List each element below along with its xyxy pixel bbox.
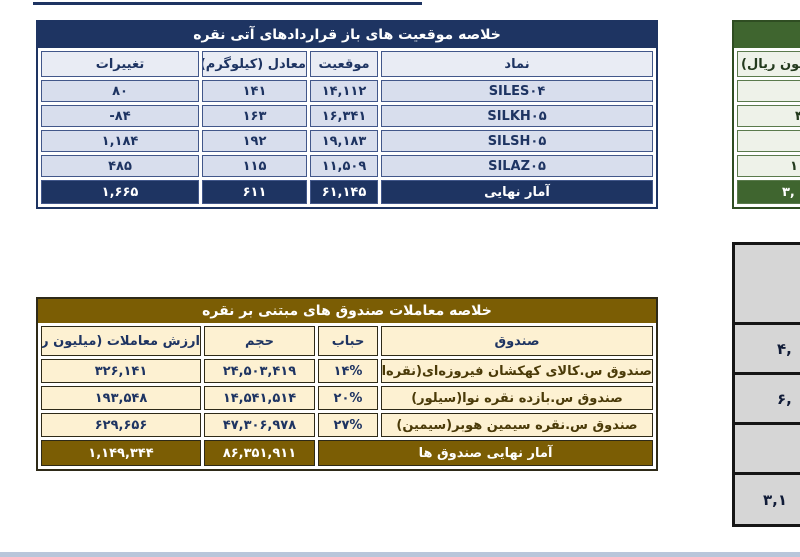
col-million-rial-fragment: میلیون ریال) bbox=[737, 51, 800, 77]
cell-value-fragment: ۴ bbox=[737, 105, 800, 127]
cell-change: ۱,۱۸۴ bbox=[41, 130, 199, 152]
col-volume: حجم bbox=[204, 326, 315, 356]
cell-equivalent: ۱۹۲ bbox=[202, 130, 307, 152]
cell-equivalent: ۱۶۳ bbox=[202, 105, 307, 127]
funds-table: خلاصه معاملات صندوق های مبتنی بر نقره صن… bbox=[36, 297, 658, 471]
cell-position: ۱۴,۱۱۲ bbox=[310, 80, 378, 102]
cell-symbol: SILSH۰۵ bbox=[381, 130, 653, 152]
table-row: SILES۰۴ ۱۴,۱۱۲ ۱۴۱ ۸۰ bbox=[41, 80, 653, 102]
table-row: صندوق س.بازده نقره نوا(سیلور) ۲۰% ۱۴,۵۴۱… bbox=[41, 386, 653, 410]
cell-value-fragment bbox=[737, 80, 800, 102]
cell-value-fragment bbox=[737, 130, 800, 152]
table-row bbox=[732, 422, 800, 475]
col-symbol: نماد bbox=[381, 51, 653, 77]
cell-value-fragment: ۱ bbox=[737, 155, 800, 177]
col-equivalent-kg: معادل (کیلوگرم) bbox=[202, 51, 307, 77]
cell-total-value: ۱,۱۴۹,۳۴۴ bbox=[41, 440, 201, 466]
cell-value-fragment: ۳,۱ bbox=[732, 472, 800, 527]
cell-value-fragment bbox=[732, 422, 800, 475]
col-fund: صندوق bbox=[381, 326, 653, 356]
bottom-edge-strip bbox=[0, 552, 800, 557]
cell-total-equivalent: ۶۱۱ bbox=[202, 180, 307, 204]
col-position: موقعیت bbox=[310, 51, 378, 77]
cell-value-fragment: ۶, bbox=[732, 372, 800, 425]
table-row: ۴ bbox=[737, 105, 800, 127]
funds-table-title: خلاصه معاملات صندوق های مبتنی بر نقره bbox=[38, 299, 656, 323]
cell-total-label: آمار نهایی bbox=[381, 180, 653, 204]
table-row: ۶, bbox=[732, 372, 800, 425]
cell-change: -۸۴ bbox=[41, 105, 199, 127]
table-row bbox=[732, 242, 800, 325]
cell-value: ۶۲۹,۶۵۶ bbox=[41, 413, 201, 437]
cell-equivalent: ۱۴۱ bbox=[202, 80, 307, 102]
cell-total-position: ۶۱,۱۴۵ bbox=[310, 180, 378, 204]
table-row: ۱ bbox=[737, 155, 800, 177]
cell-total-change: ۱,۶۶۵ bbox=[41, 180, 199, 204]
cell-fund-name: صندوق س.کالای کهکشان فیروزه‌ای(نقره‌ای) bbox=[381, 359, 653, 383]
col-bubble: حباب bbox=[318, 326, 378, 356]
table-row: SILAZ۰۵ ۱۱,۵۰۹ ۱۱۵ ۴۸۵ bbox=[41, 155, 653, 177]
cell-value-fragment bbox=[732, 242, 800, 325]
table-row bbox=[737, 130, 800, 152]
table-row: صندوق س.نقره سیمین هوبر(سیمین) ۲۷% ۴۷,۳۰… bbox=[41, 413, 653, 437]
cell-equivalent: ۱۱۵ bbox=[202, 155, 307, 177]
cell-symbol: SILAZ۰۵ bbox=[381, 155, 653, 177]
cell-position: ۱۱,۵۰۹ bbox=[310, 155, 378, 177]
cell-volume: ۲۴,۵۰۳,۴۱۹ bbox=[204, 359, 315, 383]
cell-bubble: ۲۷% bbox=[318, 413, 378, 437]
futures-table-grid: نماد موقعیت معادل (کیلوگرم) تغییرات SILE… bbox=[38, 48, 656, 207]
table-row: SILKH۰۵ ۱۶,۳۴۱ ۱۶۳ -۸۴ bbox=[41, 105, 653, 127]
cell-fund-name: صندوق س.نقره سیمین هوبر(سیمین) bbox=[381, 413, 653, 437]
cell-position: ۱۹,۱۸۳ bbox=[310, 130, 378, 152]
cell-change: ۸۰ bbox=[41, 80, 199, 102]
col-changes: تغییرات bbox=[41, 51, 199, 77]
cell-value: ۱۹۳,۵۴۸ bbox=[41, 386, 201, 410]
green-total-row: ۳, bbox=[737, 180, 800, 204]
table-row: ۳,۱ bbox=[732, 472, 800, 527]
table-row bbox=[737, 80, 800, 102]
cell-symbol: SILKH۰۵ bbox=[381, 105, 653, 127]
cell-fund-name: صندوق س.بازده نقره نوا(سیلور) bbox=[381, 386, 653, 410]
futures-total-row: آمار نهایی ۶۱,۱۴۵ ۶۱۱ ۱,۶۶۵ bbox=[41, 180, 653, 204]
green-table-title bbox=[734, 22, 800, 48]
cell-change: ۴۸۵ bbox=[41, 155, 199, 177]
futures-table: خلاصه موقعیت های باز قراردادهای آتی نقره… bbox=[36, 20, 658, 209]
funds-total-row: آمار نهایی صندوق ها ۸۶,۳۵۱,۹۱۱ ۱,۱۴۹,۳۴۴ bbox=[41, 440, 653, 466]
cell-total-volume: ۸۶,۳۵۱,۹۱۱ bbox=[204, 440, 315, 466]
table-row: ۴, bbox=[732, 322, 800, 375]
cell-value-fragment: ۴, bbox=[732, 322, 800, 375]
funds-header-row: صندوق حباب حجم ارزش معاملات (میلیون ریال… bbox=[41, 326, 653, 356]
funds-table-grid: صندوق حباب حجم ارزش معاملات (میلیون ریال… bbox=[38, 323, 656, 469]
cell-value: ۳۲۶,۱۴۱ bbox=[41, 359, 201, 383]
cropped-green-table: میلیون ریال) ۴ ۱ ۳, bbox=[732, 20, 800, 209]
cell-symbol: SILES۰۴ bbox=[381, 80, 653, 102]
green-header-row: میلیون ریال) bbox=[737, 51, 800, 77]
cell-bubble: ۲۰% bbox=[318, 386, 378, 410]
cropped-table-edge bbox=[33, 2, 422, 5]
table-row: SILSH۰۵ ۱۹,۱۸۳ ۱۹۲ ۱,۱۸۴ bbox=[41, 130, 653, 152]
cell-total-label: آمار نهایی صندوق ها bbox=[318, 440, 653, 466]
cell-volume: ۴۷,۳۰۶,۹۷۸ bbox=[204, 413, 315, 437]
cell-position: ۱۶,۳۴۱ bbox=[310, 105, 378, 127]
cropped-gray-table: ۴, ۶, ۳,۱ bbox=[732, 242, 800, 527]
green-table-grid: میلیون ریال) ۴ ۱ ۳, bbox=[734, 48, 800, 207]
col-trade-value: ارزش معاملات (میلیون ریال) bbox=[41, 326, 201, 356]
cell-volume: ۱۴,۵۴۱,۵۱۴ bbox=[204, 386, 315, 410]
futures-table-title: خلاصه موقعیت های باز قراردادهای آتی نقره bbox=[38, 22, 656, 48]
cell-bubble: ۱۴% bbox=[318, 359, 378, 383]
table-row: صندوق س.کالای کهکشان فیروزه‌ای(نقره‌ای) … bbox=[41, 359, 653, 383]
cell-total-fragment: ۳, bbox=[737, 180, 800, 204]
futures-header-row: نماد موقعیت معادل (کیلوگرم) تغییرات bbox=[41, 51, 653, 77]
